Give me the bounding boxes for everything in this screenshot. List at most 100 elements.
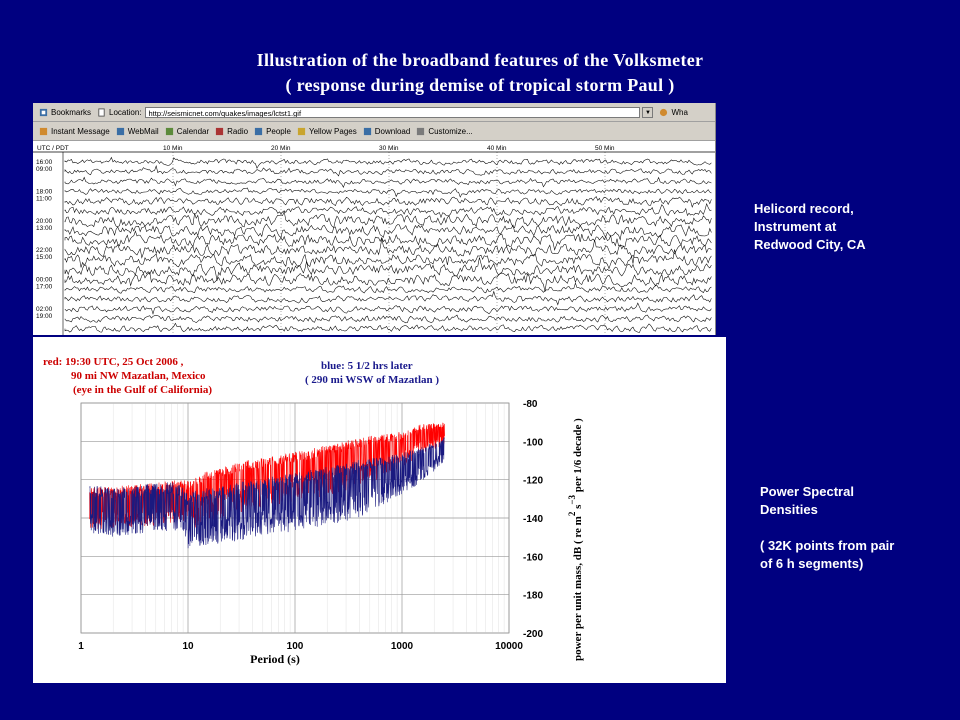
row-time-label: 20:00 xyxy=(36,218,53,225)
toolbar-item-icon xyxy=(39,127,48,135)
y-tick-label: -180 xyxy=(523,591,543,602)
toolbar-item-label: People xyxy=(266,126,291,136)
toolbar-item-label: Download xyxy=(374,126,411,136)
toolbar-item-icon xyxy=(297,127,306,135)
helicord-trace xyxy=(64,238,712,264)
psd-chart: 1 10 100 1000 10000 -80 -100 -120 -140 -160 -180 -2… xyxy=(43,356,584,666)
note-line: ( 32K points from pair xyxy=(760,538,895,553)
helicord-trace xyxy=(64,202,712,219)
y-axis-label: power per unit mass, dB ( re m2 s−3 per … xyxy=(567,418,584,661)
row-time-label: 18:00 xyxy=(36,188,53,195)
y-tick-label: -160 xyxy=(523,552,543,563)
toolbar-item-yellow-pages[interactable]: Yellow Pages xyxy=(297,127,357,136)
y-tick-label: -200 xyxy=(523,629,543,640)
helicord-trace xyxy=(64,223,712,241)
toolbar-item-label: Yellow Pages xyxy=(308,126,357,136)
minute-mark-label: 20 Min xyxy=(271,145,291,152)
slide-title-line-1: Illustration of the broadband features o… xyxy=(256,50,704,70)
y-tick-label: -80 xyxy=(523,399,538,410)
annotation-red-line: (eye in the Gulf of California) xyxy=(73,384,212,396)
note-line: Helicord record, xyxy=(754,201,854,216)
row-time-label: 15:00 xyxy=(36,254,53,261)
y-axis-label-part: s xyxy=(572,504,584,512)
x-tick-label: 1000 xyxy=(391,641,414,652)
slide-title: Illustration of the broadband features o… xyxy=(0,48,960,98)
y-tick-label: -140 xyxy=(523,514,543,525)
y-tick-label: -100 xyxy=(523,437,543,448)
note-line: Redwood City, CA xyxy=(754,237,866,252)
row-time-label: 16:00 xyxy=(36,159,53,166)
y-axis-label-part: power per unit mass, dB ( re m xyxy=(572,516,584,661)
row-time-label: 17:00 xyxy=(36,284,53,291)
y-axis-label-part: 2 xyxy=(567,511,577,516)
note-line xyxy=(760,519,950,537)
minute-mark-label: 30 Min xyxy=(379,145,399,152)
row-time-label: 00:00 xyxy=(36,277,53,284)
helicord-trace xyxy=(64,290,712,306)
toolbar-item-label: Instant Message xyxy=(51,126,110,136)
url-input[interactable]: http://seismicnet.com/quakes/images/lcts… xyxy=(145,106,641,118)
series-line-blue xyxy=(89,437,445,549)
location-toolbar: Bookmarks Location: http://seismicnet.co… xyxy=(33,103,715,122)
toolbar-item-label: Calendar xyxy=(176,126,210,136)
note-line: of 6 h segments) xyxy=(760,556,864,571)
x-tick-label: 100 xyxy=(287,641,304,652)
toolbar-item-download[interactable]: Download xyxy=(363,126,411,136)
row-time-label: 09:00 xyxy=(36,166,53,173)
helicord-trace xyxy=(64,156,712,169)
helicord-trace xyxy=(64,187,712,198)
helicord-trace xyxy=(64,210,712,229)
bookmark-icon xyxy=(39,108,48,116)
page-icon xyxy=(98,107,105,117)
helicord-note: Helicord record, Instrument at Redwood Cit… xyxy=(754,200,944,254)
slide-title-line-2: ( response during demise of tropical sto… xyxy=(285,75,675,95)
bookmarks-button[interactable]: Bookmarks xyxy=(39,108,91,117)
toolbar-item-radio[interactable]: Radio xyxy=(215,127,248,136)
helicord-trace xyxy=(64,257,712,281)
url-dropdown-button[interactable]: ▼ xyxy=(642,106,654,118)
browser-screenshot: Bookmarks Location: http://seismicnet.co… xyxy=(33,103,716,335)
location-label: Location: xyxy=(97,108,141,117)
minute-mark-label: 50 Min xyxy=(595,145,615,152)
toolbar-item-icon xyxy=(417,127,425,135)
row-time-label: 22:00 xyxy=(36,247,53,254)
bookmarks-label: Bookmarks xyxy=(51,107,92,117)
minute-mark-label: 40 Min xyxy=(487,145,507,152)
annotation-red-line: 90 mi NW Mazatlan, Mexico xyxy=(71,370,206,382)
toolbar-item-instant-message[interactable]: Instant Message xyxy=(39,127,110,136)
toolbar-item-customize[interactable]: Customize... xyxy=(416,126,473,136)
whats-related-button[interactable]: Wha xyxy=(659,107,688,117)
x-axis-label: Period (s) xyxy=(250,652,300,666)
annotation-red-line: red: 19:30 UTC, 25 Oct 2006 , xyxy=(43,356,184,368)
helicord-trace xyxy=(64,272,712,292)
row-time-label: 11:00 xyxy=(36,195,52,202)
note-line: Densities xyxy=(760,502,818,517)
helicord-trace xyxy=(64,165,712,177)
row-time-label: 19:00 xyxy=(36,313,53,320)
x-tick-label: 10 xyxy=(182,641,194,652)
annotation-blue-line: ( 290 mi WSW of Mazatlan ) xyxy=(305,374,439,386)
helicord-trace xyxy=(64,282,712,294)
toolbar-item-people[interactable]: People xyxy=(254,127,291,136)
toolbar-item-icon xyxy=(363,127,371,135)
helicord-trace xyxy=(64,314,712,324)
helicord-header: UTC / PDT xyxy=(37,145,69,152)
toolbar-item-label: Radio xyxy=(227,126,249,136)
toolbar-item-label: WebMail xyxy=(127,126,159,136)
helicord-trace xyxy=(64,249,712,270)
y-axis-label-part: per 1/6 decade ) xyxy=(572,418,584,495)
whats-related-label: Wha xyxy=(671,107,688,117)
toolbar-item-calendar[interactable]: Calendar xyxy=(165,127,209,136)
helicord-record: UTC / PDT 10 Min 20 Min 30 Min 40 Min 50 Min… xyxy=(33,141,715,335)
x-tick-label: 10000 xyxy=(495,641,523,652)
location-label-text: Location: xyxy=(109,107,142,117)
note-line: Instrument at xyxy=(754,219,837,234)
helicord-trace xyxy=(64,230,712,251)
toolbar-item-icon xyxy=(216,127,224,135)
annotation-blue-line: blue: 5 1/2 hrs later xyxy=(321,360,413,372)
y-tick-label: -120 xyxy=(523,476,543,487)
toolbar-item-label: Customize... xyxy=(428,126,473,136)
toolbar-item-webmail[interactable]: WebMail xyxy=(116,127,159,136)
helicord-trace xyxy=(64,302,712,315)
note-line: Power Spectral xyxy=(760,484,854,499)
